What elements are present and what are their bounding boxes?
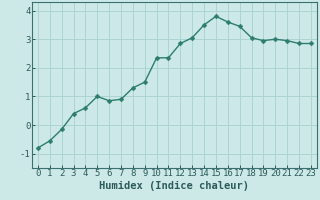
X-axis label: Humidex (Indice chaleur): Humidex (Indice chaleur): [100, 181, 249, 191]
